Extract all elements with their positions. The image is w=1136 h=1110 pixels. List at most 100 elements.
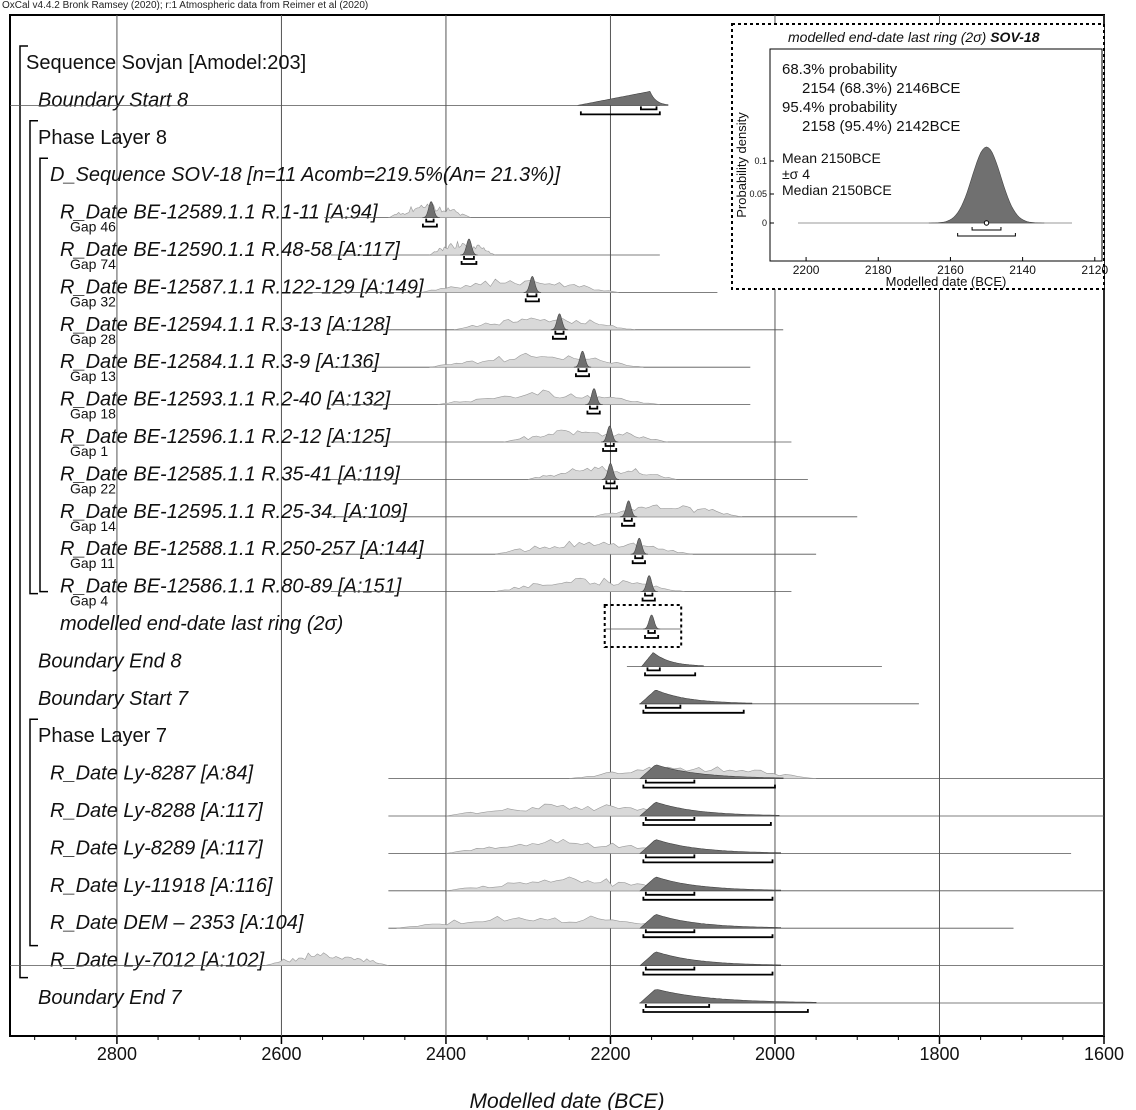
zoom-box xyxy=(603,604,683,648)
posterior-distribution xyxy=(639,839,781,854)
range-95 xyxy=(602,485,618,490)
range-95 xyxy=(621,522,636,527)
gap-label: Gap 14 xyxy=(70,518,116,534)
posterior-distribution xyxy=(573,350,592,368)
gap-label: Gap 28 xyxy=(70,331,116,347)
x-axis-label: Modelled date (BCE) xyxy=(470,1090,665,1110)
inset-plot-frame xyxy=(769,48,1103,262)
range-95 xyxy=(642,709,745,714)
range-68 xyxy=(644,929,696,934)
range-95 xyxy=(644,635,660,639)
inset-median: Median 2150BCE xyxy=(782,182,892,198)
row-label: R_Date BE-12595.1.1 R.25-34. [A:109] xyxy=(60,501,407,523)
inset-p68-label: 68.3% probability xyxy=(782,61,898,78)
row-1: Boundary Start 8 xyxy=(10,89,669,116)
inset-panel: modelled end-date last ring (2σ) SOV-18 6… xyxy=(731,23,1108,290)
bracket-phase-layer-7 xyxy=(29,718,38,947)
range-95 xyxy=(575,373,590,378)
row-label: R_Date Ly-8288 [A:117] xyxy=(50,800,263,822)
range-68 xyxy=(647,630,656,634)
row-label: R_Date BE-12585.1.1 R.35-41 [A:119] xyxy=(60,463,400,485)
inset-range-68 xyxy=(971,227,1002,231)
posterior-distribution xyxy=(460,238,478,256)
row-label: R_Date Ly-8289 [A:117] xyxy=(50,837,263,859)
row-label: R_Date BE-12594.1.1 R.3-13 [A:128] xyxy=(60,314,391,336)
row-label: R_Date BE-12593.1.1 R.2-40 [A:132] xyxy=(60,389,391,411)
gap-label: Gap 32 xyxy=(70,293,116,309)
posterior-distribution xyxy=(422,201,440,218)
row-3: D_Sequence SOV-18 [n=11 Acomb=219.5%(An=… xyxy=(50,164,561,186)
posterior-distribution xyxy=(577,91,669,106)
range-95 xyxy=(641,597,656,602)
oxcal-version-header: OxCal v4.4.2 Bronk Ramsey (2020); r:1 At… xyxy=(2,0,369,11)
range-68 xyxy=(605,480,616,485)
prior-distribution xyxy=(503,429,669,443)
x-tick-label: 2000 xyxy=(755,1044,795,1064)
row-label: R_Date BE-12587.1.1 R.122-129 [A:149] xyxy=(60,276,424,298)
gap-label: Gap 74 xyxy=(70,256,116,272)
posterior-distribution xyxy=(619,500,638,518)
row-18: Phase Layer 7 xyxy=(38,725,167,747)
inset-y-tick-label: 0.1 xyxy=(754,156,767,166)
inset-mean: Mean 2150BCE xyxy=(782,150,881,166)
prior-distribution xyxy=(429,352,644,368)
range-68 xyxy=(644,854,696,859)
range-68 xyxy=(463,256,475,260)
range-95 xyxy=(642,859,774,864)
inset-title-sample: SOV-18 xyxy=(990,29,1039,45)
range-95 xyxy=(644,672,697,677)
posterior-distribution xyxy=(639,876,781,892)
x-tick-label: 2400 xyxy=(426,1044,466,1064)
prior-distribution xyxy=(495,540,693,555)
range-68 xyxy=(644,817,696,821)
inset-x-tick-label: 2140 xyxy=(1009,263,1036,277)
inset-x-tick-label: 2120 xyxy=(1081,263,1108,277)
row-9: R_Date BE-12593.1.1 R.2-40 [A:132]Gap 18 xyxy=(60,388,751,422)
inset-y-tick-label: 0.05 xyxy=(749,189,767,199)
range-68 xyxy=(644,592,654,597)
range-68 xyxy=(623,517,633,522)
prior-distribution xyxy=(495,577,685,592)
inset-density xyxy=(928,146,1045,224)
row-16: Boundary End 8 xyxy=(38,650,882,677)
inset-y-tick-label: 0 xyxy=(762,218,767,228)
row-12: R_Date BE-12595.1.1 R.25-34. [A:109]Gap … xyxy=(60,500,858,534)
prior-distribution xyxy=(396,915,685,929)
inset-mean-marker xyxy=(983,220,990,226)
row-label: Phase Layer 8 xyxy=(38,127,167,149)
range-95 xyxy=(642,822,772,826)
inset-sigma: ±σ 4 xyxy=(782,166,810,182)
inset-p95-range: 2158 (95.4%) 2142BCE xyxy=(802,118,960,135)
range-95 xyxy=(422,223,438,228)
row-4: R_Date BE-12589.1.1 R.1-11 [A:94]Gap 46 xyxy=(60,201,611,235)
posterior-distribution xyxy=(640,575,658,592)
posterior-distribution xyxy=(601,463,620,480)
range-95 xyxy=(642,1009,809,1013)
row-label: R_Date BE-12589.1.1 R.1-11 [A:94] xyxy=(60,202,378,224)
inset-p68-range: 2154 (68.3%) 2146BCE xyxy=(802,80,960,97)
row-11: R_Date BE-12585.1.1 R.35-41 [A:119]Gap 2… xyxy=(60,463,808,496)
range-68 xyxy=(644,704,682,709)
range-95 xyxy=(642,896,774,901)
gap-label: Gap 4 xyxy=(70,593,108,609)
row-label: Phase Layer 7 xyxy=(38,725,167,747)
posterior-distribution xyxy=(585,388,603,405)
row-10: R_Date BE-12596.1.1 R.2-12 [A:125]Gap 1 xyxy=(60,425,792,459)
posterior-distribution xyxy=(523,276,542,293)
row-label: R_Date BE-12596.1.1 R.2-12 [A:125] xyxy=(60,426,391,448)
row-label: R_Date BE-12584.1.1 R.3-9 [A:136] xyxy=(60,351,380,373)
row-label: R_Date BE-12588.1.1 R.250-257 [A:144] xyxy=(60,538,424,560)
range-95 xyxy=(642,934,774,939)
posterior-distribution xyxy=(639,951,781,966)
row-7: R_Date BE-12594.1.1 R.3-13 [A:128]Gap 28 xyxy=(60,313,784,347)
range-95 xyxy=(551,335,567,340)
row-label: modelled end-date last ring (2σ) xyxy=(60,613,343,635)
gap-label: Gap 1 xyxy=(70,443,108,459)
range-68 xyxy=(644,891,696,896)
x-tick-label: 2800 xyxy=(97,1044,137,1064)
row-2: Phase Layer 8 xyxy=(38,127,167,149)
row-label: D_Sequence SOV-18 [n=11 Acomb=219.5%(An=… xyxy=(50,164,561,186)
row-label: R_Date Ly-11918 [A:116] xyxy=(50,875,273,897)
row-17: Boundary Start 7 xyxy=(38,688,919,714)
range-68 xyxy=(640,106,658,111)
